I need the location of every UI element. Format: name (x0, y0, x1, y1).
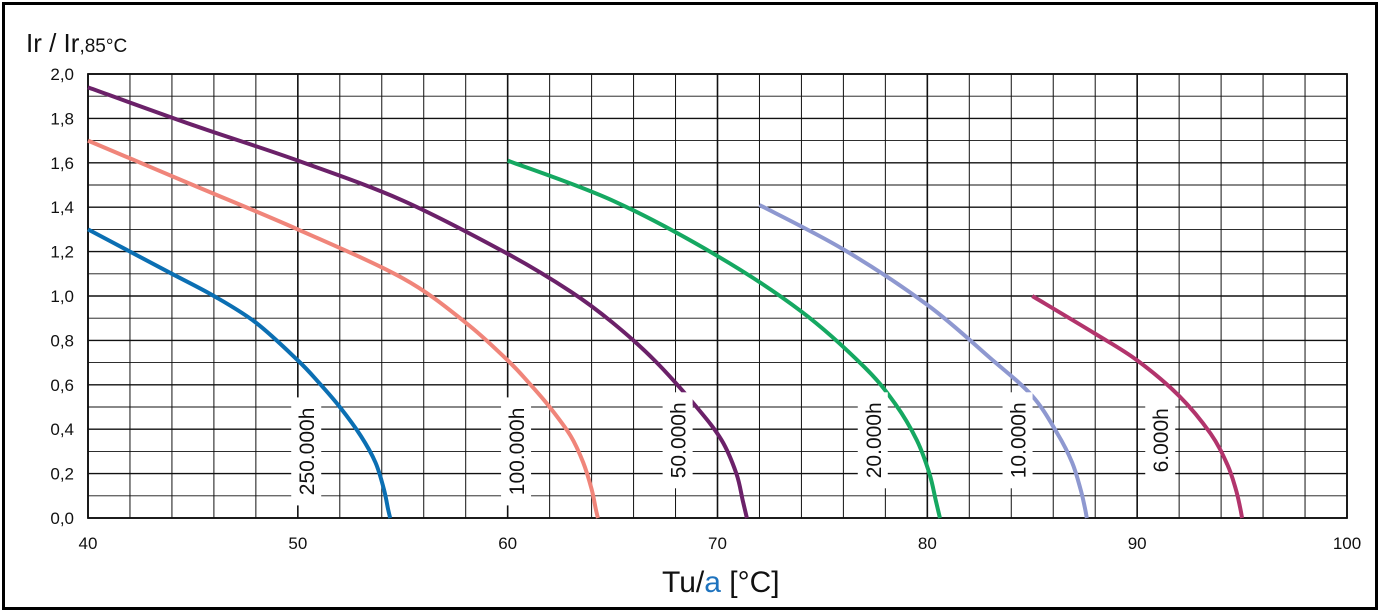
curve-label-text: 250.000h (296, 408, 319, 496)
x-tick-label: 40 (79, 534, 98, 553)
series-line-10000h (758, 203, 1089, 519)
curve-label-50000h: 50.000h (662, 392, 693, 489)
curve-label-10000h: 10.000h (1002, 392, 1033, 489)
x-tick-label: 80 (918, 534, 937, 553)
curve-label-6000h: 6.000h (1145, 398, 1176, 483)
curve-label-20000h: 20.000h (857, 392, 888, 489)
y-tick-label: 0,6 (50, 376, 74, 395)
curve-label-background (1002, 392, 1033, 489)
curve-label-100000h: 100.000h (501, 397, 532, 506)
y-tick-label: 1,8 (50, 109, 74, 128)
y-tick-label: 1,6 (50, 154, 74, 173)
curve-label-text: 50.000h (668, 402, 691, 478)
series-line-20000h (506, 158, 942, 519)
curve-label-background (662, 392, 693, 489)
y-tick-label: 2,0 (50, 65, 74, 84)
x-axis-label: Tu/a [°C] (662, 566, 780, 599)
y-tick-label: 0,4 (50, 420, 74, 439)
curve-label-background (1145, 398, 1176, 483)
series-layer (87, 85, 1245, 519)
x-tick-label: 50 (288, 534, 307, 553)
series-line-250000h (87, 227, 393, 519)
curve-label-text: 20.000h (863, 402, 886, 478)
series-line-50000h (87, 85, 749, 519)
curve-label-text: 6.000h (1150, 408, 1173, 472)
x-tick-label: 90 (1128, 534, 1147, 553)
curve-label-text: 100.000h (506, 408, 529, 496)
curve-label-background (501, 397, 532, 506)
curve-label-background (291, 397, 322, 506)
y-tick-label: 0,2 (50, 465, 74, 484)
curve-label-text: 10.000h (1008, 402, 1031, 478)
y-tick-label: 0,8 (50, 331, 74, 350)
y-tick-label: 1,4 (50, 198, 74, 217)
series-line-6000h (1031, 294, 1245, 519)
y-axis-label: Ir / Ir,85°C (26, 28, 127, 58)
series-line-100000h (87, 138, 600, 519)
x-tick-label: 70 (708, 534, 727, 553)
curve-label-250000h: 250.000h (291, 397, 322, 506)
curve-label-background (857, 392, 888, 489)
y-tick-label: 1,0 (50, 287, 74, 306)
y-tick-label: 0,0 (50, 509, 74, 528)
y-tick-label: 1,2 (50, 243, 74, 262)
tick-labels: 40 50 60 70 80 90 100 0,0 0,2 0,4 0,6 0,8 1,0 1,2 1,4 1… (50, 65, 1361, 553)
curve-labels: 250.000h 100.000h 50.000h 20.000h 10.000h 6.0… (291, 392, 1176, 506)
x-tick-label: 60 (498, 534, 517, 553)
plot-area-border (87, 73, 1348, 519)
x-tick-label: 100 (1333, 534, 1361, 553)
